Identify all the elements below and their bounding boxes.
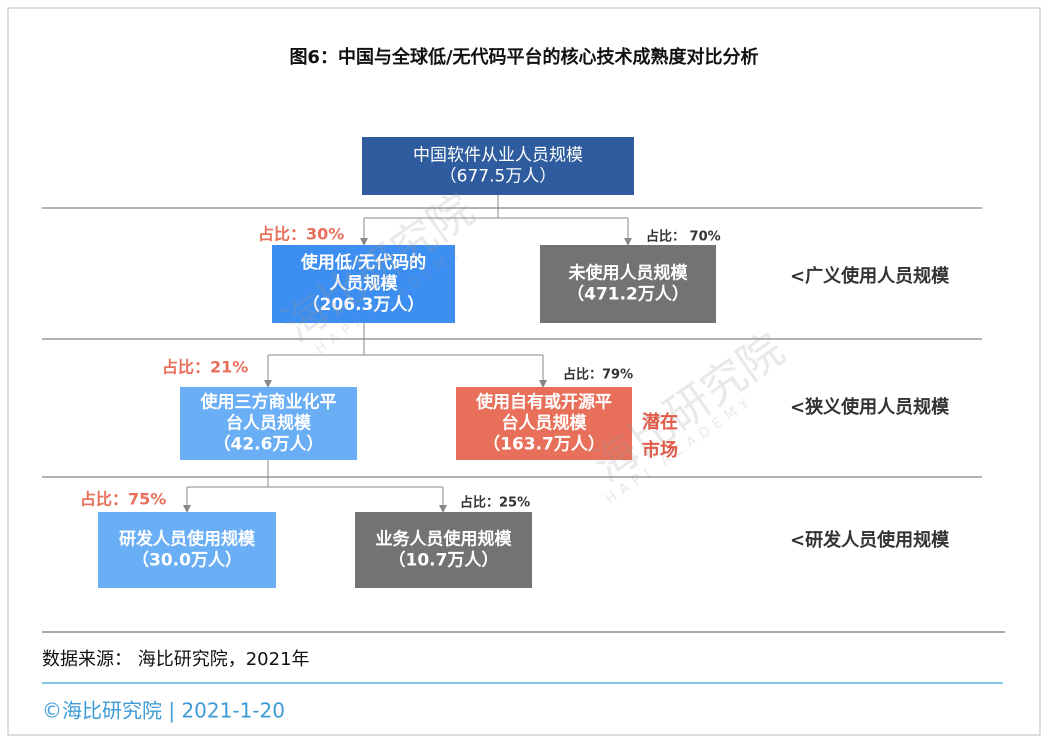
node-text: 台人员规模 — [502, 413, 588, 434]
row-labels: <广义使用人员规模 <狭义使用人员规模 <研发人员使用规模 — [790, 265, 950, 551]
row-label: <研发人员使用规模 — [790, 529, 950, 551]
node-text: 使用三方商业化平 — [200, 392, 337, 413]
node-text: 未使用人员规模 — [568, 263, 689, 284]
node-box — [540, 245, 716, 323]
ratio: 占比：21% — [162, 358, 248, 377]
node-text: （206.3万人） — [303, 294, 425, 315]
separators — [42, 207, 1005, 633]
node-box — [98, 512, 276, 588]
node-text: （30.0万人） — [132, 550, 242, 571]
potential-market: 潜在 — [642, 411, 678, 433]
node-box — [456, 387, 632, 460]
footer: ©海比研究院 | 2021-1-20 — [42, 699, 285, 723]
node-text: 使用低/无代码的 — [300, 252, 426, 273]
ratio: 占比：79% — [563, 367, 633, 383]
node-text: （471.2万人） — [567, 284, 689, 305]
node-text: 使用自有或开源平 — [475, 392, 612, 413]
node-text: （677.5万人） — [440, 167, 557, 187]
node-text: 研发人员使用规模 — [119, 529, 256, 550]
node-text: 中国软件从业人员规模 — [413, 146, 583, 166]
ratios: 占比：30% 占比： 70% 占比：21% 占比：79% 占比：75% 占比：2… — [80, 225, 721, 511]
node-text: 人员规模 — [330, 273, 399, 294]
source: 数据来源： 海比研究院，2021年 — [42, 649, 310, 670]
row-label: <狭义使用人员规模 — [790, 396, 950, 418]
row-label: <广义使用人员规模 — [790, 265, 950, 287]
nodes: 中国软件从业人员规模（677.5万人） 使用低/无代码的人员规模（206.3万人）… — [98, 137, 716, 588]
title: 图6：中国与全球低/无代码平台的核心技术成熟度对比分析 — [289, 46, 758, 68]
node-box — [362, 137, 634, 195]
potential-market: 市场 — [642, 439, 678, 461]
node-text: 台人员规模 — [226, 413, 312, 434]
node-text: 业务人员使用规模 — [376, 529, 513, 550]
node-text: （10.7万人） — [389, 550, 499, 571]
node-box — [355, 512, 532, 588]
ratio: 占比： 70% — [646, 229, 721, 245]
ratio: 占比：25% — [460, 495, 530, 511]
ratio: 占比：75% — [80, 490, 166, 509]
node-box — [180, 387, 357, 460]
node-text: （163.7万人） — [483, 434, 605, 455]
frame — [7, 7, 1041, 736]
node-text: （42.6万人） — [214, 434, 324, 455]
connectors — [183, 195, 632, 513]
node-box — [272, 245, 455, 323]
ratio: 占比：30% — [258, 225, 344, 244]
